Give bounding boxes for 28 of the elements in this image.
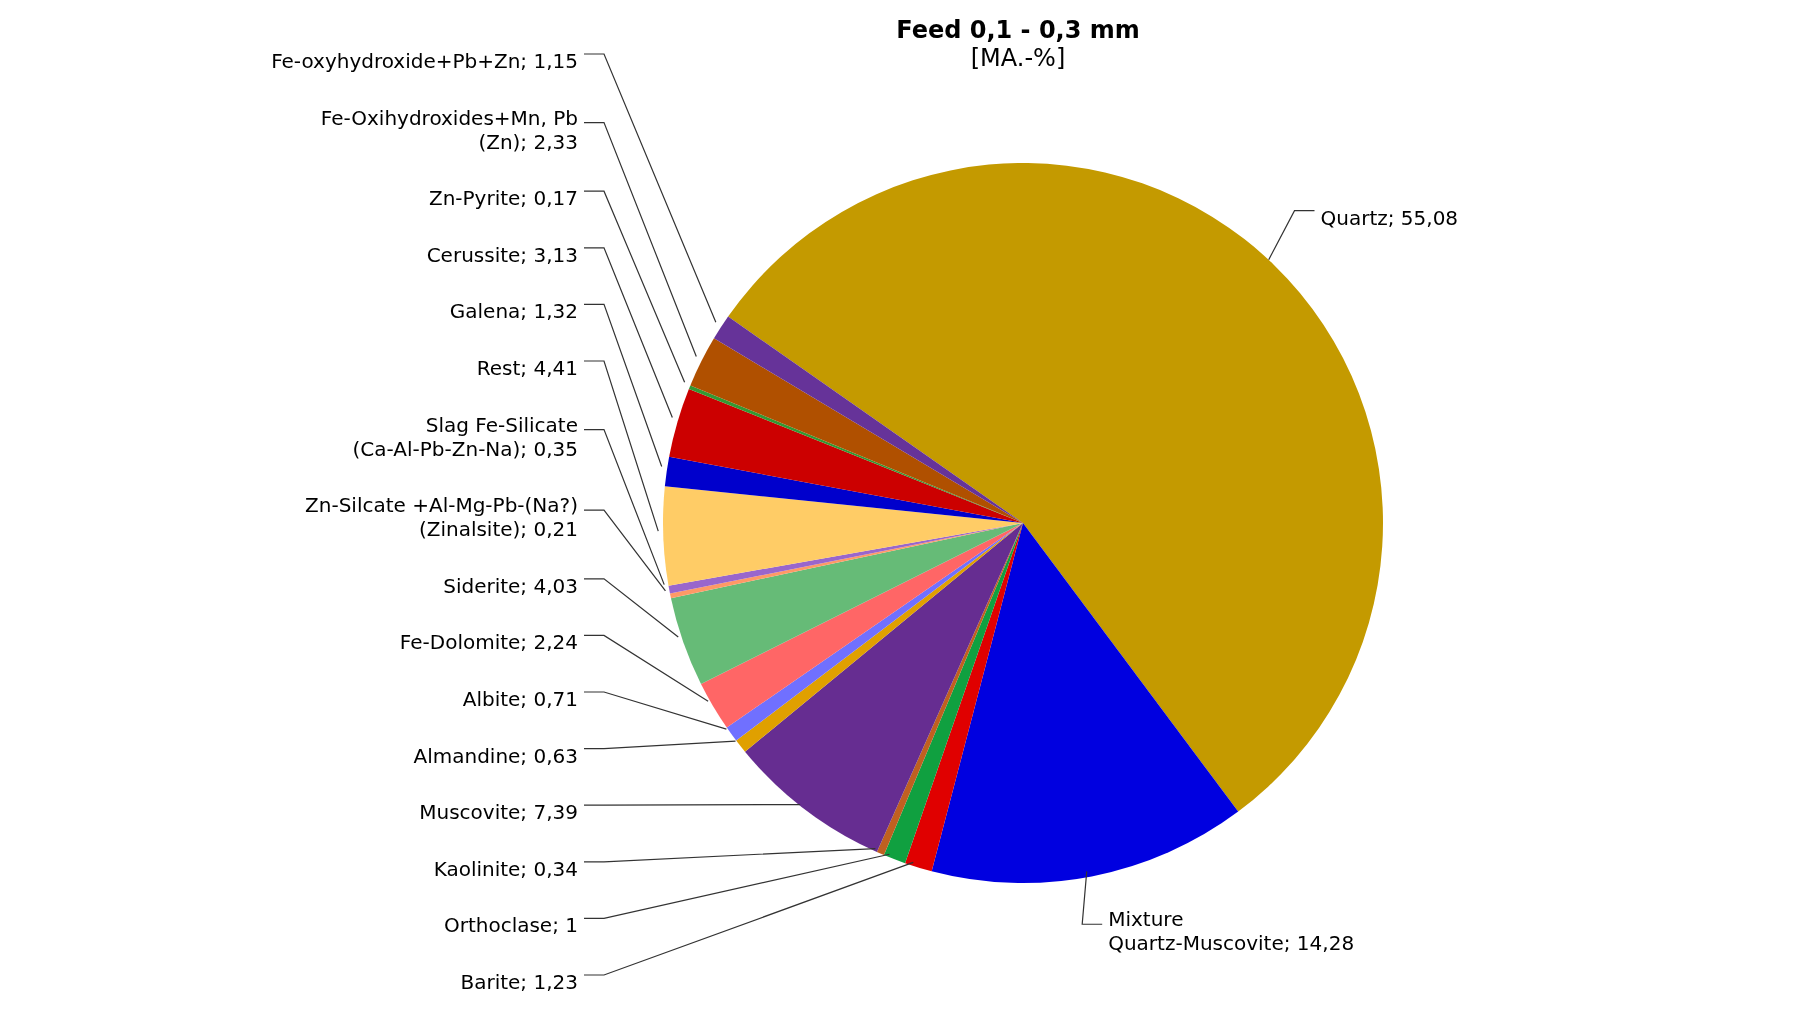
pie-slice	[905, 523, 1023, 872]
chart-title: Feed 0,1 - 0,3 mm	[895, 16, 1141, 44]
slice-label: Barite; 1,23	[460, 970, 578, 994]
slice-label: Mixture Quartz-Muscovite; 14,28	[1108, 907, 1355, 956]
slice-label: Siderite; 4,03	[443, 573, 578, 598]
slice-label: Zn-Pyrite; 0,17	[428, 186, 578, 211]
slice-label: Fe-oxyhydroxide+Pb+Zn; 1,15	[271, 49, 578, 73]
pie-slice	[745, 523, 1023, 853]
pie-slice	[663, 486, 1023, 586]
slice-label: Cerussite; 3,13	[426, 242, 578, 267]
slice-label: Fe-Oxihydroxides+Mn, Pb (Zn); 2,33	[320, 105, 578, 154]
slice-label: Fe-Dolomite; 2,24	[399, 630, 578, 655]
slice-label: Orthoclase; 1	[443, 913, 578, 938]
slice-label: Rest; 4,41	[476, 356, 578, 380]
pie-slice	[690, 338, 1023, 523]
slice-label: Muscovite; 7,39	[419, 800, 578, 825]
chart-subtitle: [MA.-%]	[969, 44, 1067, 72]
pie-slice	[670, 523, 1023, 684]
slice-label: Slag Fe-Silicate (Ca-Al-Pb-Zn-Na); 0,35	[352, 412, 578, 461]
slice-label: Albite; 0,71	[462, 687, 578, 711]
slice-label: Zn-Silcate +Al-Mg-Pb-(Na?) (Zinalsite); 0,21	[305, 493, 578, 542]
slice-label: Quartz; 55,08	[1320, 205, 1459, 230]
pie-slice	[931, 523, 1239, 883]
slice-label: Galena; 1,32	[449, 299, 578, 324]
pie-slice	[664, 456, 1023, 523]
pie-slice	[713, 316, 1023, 523]
slice-label: Kaolinite; 0,34	[433, 856, 578, 881]
slice-label: Almandine; 0,63	[413, 743, 578, 768]
